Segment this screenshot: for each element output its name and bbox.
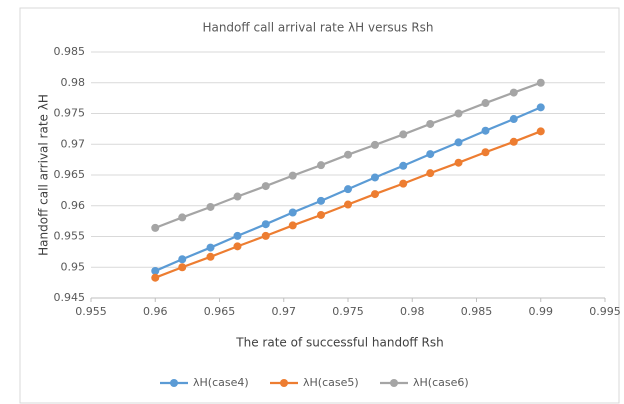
data-point [454,138,463,147]
data-point [261,182,270,191]
x-tick-label: 0.995 [589,305,621,318]
data-point [399,130,408,139]
y-tick-label: 0.945 [54,291,86,304]
legend-label: λH(case4) [193,376,249,389]
data-point [370,140,379,149]
data-point [178,263,187,272]
legend-marker [280,379,288,387]
data-point [344,150,352,159]
legend-marker [170,379,178,387]
legend-label: λH(case6) [413,376,469,389]
x-tick-label: 0.975 [332,305,364,318]
data-point [151,273,160,282]
y-tick-label: 0.98 [61,76,86,89]
data-point [426,169,435,178]
data-point [288,171,297,180]
data-point [261,231,270,240]
data-point [426,150,435,159]
data-point [426,119,435,128]
data-point [206,202,215,211]
y-tick-label: 0.985 [54,45,86,58]
data-point [399,161,408,170]
x-tick-label: 0.97 [272,305,297,318]
data-point [317,196,326,205]
data-point [233,242,242,251]
data-point [206,252,215,261]
y-tick-label: 0.96 [61,199,86,212]
x-tick-label: 0.985 [461,305,493,318]
data-point [317,210,326,219]
y-tick-label: 0.97 [61,137,86,150]
data-point [536,103,545,112]
chart-title: Handoff call arrival rate λH versus Rsh [202,21,433,35]
y-tick-label: 0.95 [61,260,86,273]
x-tick-label: 0.96 [143,305,168,318]
data-point [370,190,379,199]
y-tick-label: 0.955 [54,230,86,243]
data-point [509,137,518,146]
data-point [151,266,160,275]
data-point [481,126,490,135]
legend-label: λH(case5) [303,376,359,389]
y-tick-label: 0.975 [54,107,86,120]
data-point [288,208,297,217]
data-point [178,213,187,222]
x-axis-label: The rate of successful handoff Rsh [235,336,443,350]
x-tick-label: 0.99 [529,305,554,318]
data-point [178,255,187,264]
legend-marker [390,379,398,387]
data-point [509,115,518,124]
data-point [454,109,463,118]
data-point [233,231,242,240]
data-point [481,99,490,108]
x-tick-label: 0.965 [204,305,236,318]
data-point [261,220,270,229]
data-point [454,158,463,167]
data-point [344,200,352,209]
x-tick-label: 0.955 [75,305,107,318]
y-tick-label: 0.965 [54,168,86,181]
data-point [536,127,545,136]
data-point [206,243,215,252]
data-point [481,148,490,157]
data-point [399,179,408,188]
data-point [370,173,379,182]
data-point [344,185,352,194]
data-point [288,221,297,230]
data-point [536,78,545,87]
data-point [233,192,242,201]
y-axis-label: Handoff call arrival rate λH [37,94,51,256]
data-point [509,88,518,97]
data-point [317,161,326,170]
data-point [151,223,160,232]
x-tick-label: 0.98 [400,305,425,318]
